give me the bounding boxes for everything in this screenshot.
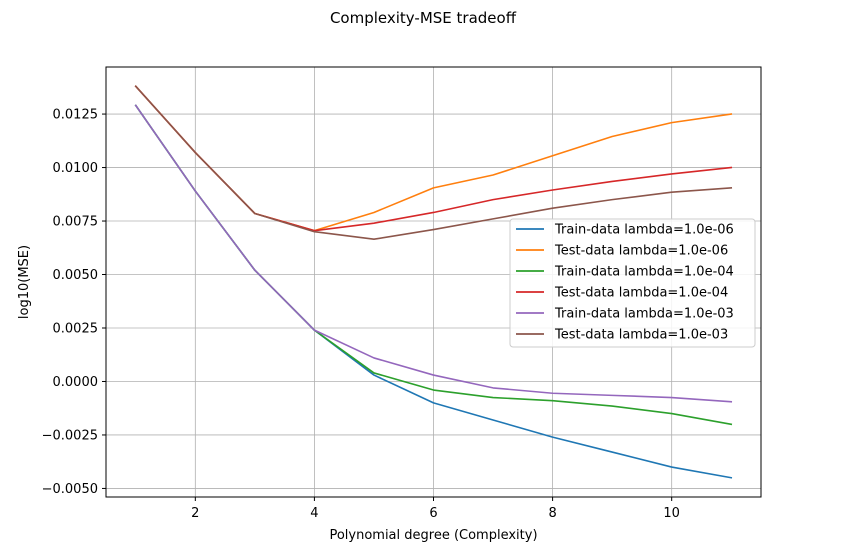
x-tick-label: 2 [191, 506, 199, 521]
y-tick-label: 0.0050 [53, 268, 99, 283]
x-tick-label: 8 [548, 506, 556, 521]
y-axis-label: log10(MSE) [17, 245, 32, 319]
legend-label: Train-data lambda=1.0e-06 [554, 223, 734, 238]
x-axis-ticks: 2 4 6 8 10 [191, 497, 680, 521]
series-lines [134, 85, 733, 479]
legend-label: Test-data lambda=1.0e-04 [554, 286, 728, 301]
x-axis-label: Polynomial degree (Complexity) [329, 528, 537, 543]
legend-label: Test-data lambda=1.0e-03 [554, 328, 728, 343]
legend-label: Train-data lambda=1.0e-04 [554, 265, 734, 280]
y-axis-ticks: −0.0050 −0.0025 0.0000 0.0025 0.0050 0.0075 0.… [42, 108, 106, 497]
series-line-5 [134, 104, 733, 403]
y-tick-label: 0.0100 [53, 161, 99, 176]
legend-label: Train-data lambda=1.0e-03 [554, 307, 734, 322]
legend: Train-data lambda=1.0e-06 Test-data lambd… [509, 218, 756, 348]
y-tick-label: 0.0125 [53, 108, 99, 123]
x-tick-label: 4 [310, 506, 318, 521]
chart-title: Complexity-MSE tradeoff [330, 9, 517, 27]
legend-label: Test-data lambda=1.0e-06 [554, 244, 728, 259]
legend-box [509, 218, 756, 348]
legend-items: Train-data lambda=1.0e-06 Test-data lambd… [516, 223, 734, 343]
y-tick-label: −0.0050 [42, 482, 98, 497]
y-tick-label: 0.0075 [53, 215, 99, 230]
series-line-6 [134, 85, 733, 241]
x-tick-label: 10 [663, 506, 680, 521]
y-tick-label: 0.0025 [53, 321, 99, 336]
x-tick-label: 6 [429, 506, 437, 521]
y-tick-label: 0.0000 [53, 375, 99, 390]
y-tick-label: −0.0025 [42, 428, 98, 443]
